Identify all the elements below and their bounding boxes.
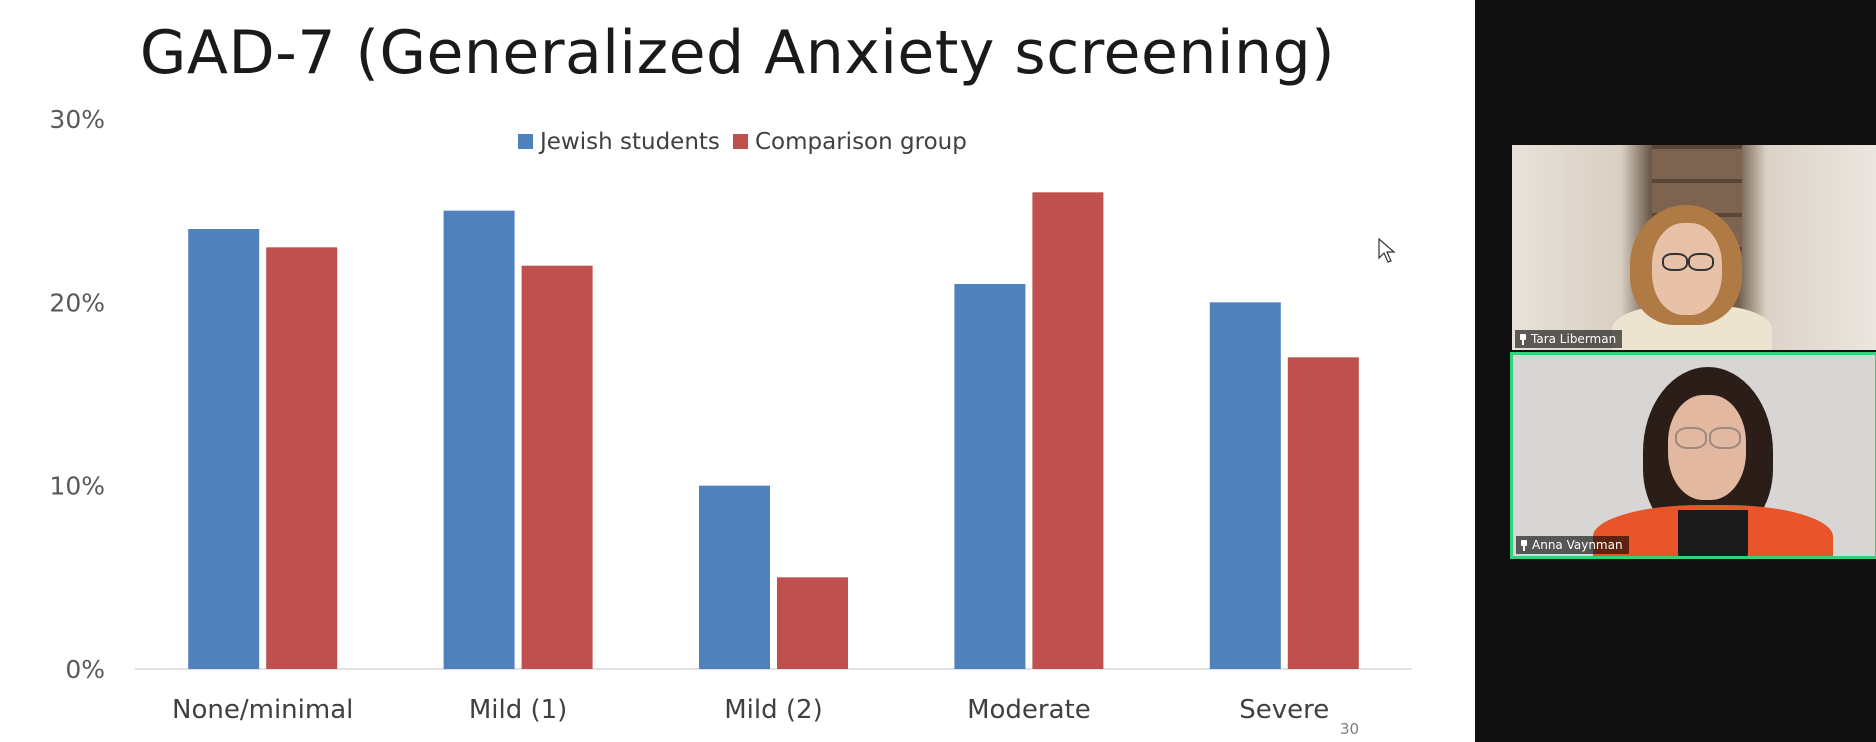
- mouse-cursor-icon: [1378, 238, 1396, 263]
- legend-swatch: [733, 134, 748, 149]
- bar-chart: 0% 10% 20% 30% None/minimal Mild (1) Mild (2) M…: [49, 105, 1412, 725]
- x-category-label: None/minimal: [172, 695, 353, 725]
- presentation-slide: GAD-7 (Generalized Anxiety screening) 0%…: [49, 18, 1412, 738]
- legend-swatch: [518, 134, 533, 149]
- y-tick-label: 0%: [65, 655, 105, 684]
- participant-name-tag: Anna Vaynman: [1516, 536, 1629, 554]
- video-participants-panel: Tara Liberman Anna Vaynman: [1475, 0, 1876, 742]
- slide-number: 30: [1340, 720, 1360, 738]
- video-tile-anna[interactable]: Anna Vaynman: [1510, 352, 1876, 559]
- pin-icon: [1520, 539, 1528, 551]
- slide-title: GAD-7 (Generalized Anxiety screening): [139, 18, 1336, 88]
- bar-comparison-group: [1032, 192, 1104, 670]
- participant-name: Anna Vaynman: [1532, 538, 1623, 552]
- y-tick-label: 30%: [49, 105, 105, 134]
- y-tick-label: 10%: [49, 472, 105, 501]
- participant-name: Tara Liberman: [1531, 332, 1617, 346]
- bar-comparison-group: [777, 577, 848, 669]
- x-category-label: Mild (1): [469, 695, 567, 725]
- participant-shirt: [1678, 510, 1748, 556]
- bar-jewish-students: [699, 485, 770, 669]
- bar-jewish-students: [443, 210, 515, 669]
- glasses-icon: [1675, 427, 1707, 449]
- bar-jewish-students: [954, 284, 1026, 669]
- glasses-icon: [1662, 253, 1688, 271]
- y-tick-label: 20%: [49, 288, 105, 317]
- video-tile-tara[interactable]: Tara Liberman: [1512, 145, 1876, 350]
- glasses-icon: [1688, 253, 1714, 271]
- legend-label: Comparison group: [755, 129, 967, 155]
- bar-jewish-students: [1209, 302, 1281, 669]
- bar-jewish-students: [188, 229, 260, 669]
- participant-face: [1652, 223, 1722, 315]
- bar-comparison-group: [1287, 357, 1359, 669]
- x-category-label: Mild (2): [724, 695, 822, 725]
- x-category-label: Moderate: [967, 695, 1091, 725]
- legend-label: Jewish students: [538, 129, 720, 155]
- bar-comparison-group: [521, 265, 593, 669]
- x-category-label: Severe: [1239, 695, 1329, 725]
- participant-name-tag: Tara Liberman: [1515, 330, 1623, 348]
- pin-icon: [1519, 333, 1527, 345]
- bar-comparison-group: [266, 247, 338, 670]
- glasses-icon: [1709, 427, 1741, 449]
